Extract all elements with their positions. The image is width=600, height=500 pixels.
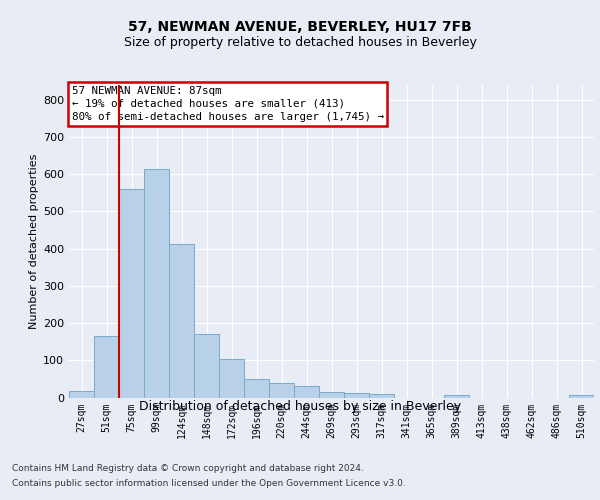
Bar — [169, 244, 194, 398]
Text: Distribution of detached houses by size in Beverley: Distribution of detached houses by size … — [139, 400, 461, 413]
Bar — [369, 394, 394, 398]
Text: 57 NEWMAN AVENUE: 87sqm
← 19% of detached houses are smaller (413)
80% of semi-d: 57 NEWMAN AVENUE: 87sqm ← 19% of detache… — [71, 86, 383, 122]
Text: Contains public sector information licensed under the Open Government Licence v3: Contains public sector information licen… — [12, 478, 406, 488]
Text: 57, NEWMAN AVENUE, BEVERLEY, HU17 7FB: 57, NEWMAN AVENUE, BEVERLEY, HU17 7FB — [128, 20, 472, 34]
Bar — [269, 384, 294, 398]
Bar — [319, 392, 344, 398]
Bar — [444, 394, 469, 398]
Text: Contains HM Land Registry data © Crown copyright and database right 2024.: Contains HM Land Registry data © Crown c… — [12, 464, 364, 473]
Bar — [569, 395, 594, 398]
Y-axis label: Number of detached properties: Number of detached properties — [29, 154, 39, 329]
Bar — [94, 336, 119, 398]
Text: Size of property relative to detached houses in Beverley: Size of property relative to detached ho… — [124, 36, 476, 49]
Bar — [219, 359, 244, 398]
Bar — [144, 168, 169, 398]
Bar — [119, 189, 144, 398]
Bar — [69, 391, 94, 398]
Bar — [344, 392, 369, 398]
Bar — [294, 386, 319, 398]
Bar — [194, 334, 219, 398]
Bar — [244, 379, 269, 398]
